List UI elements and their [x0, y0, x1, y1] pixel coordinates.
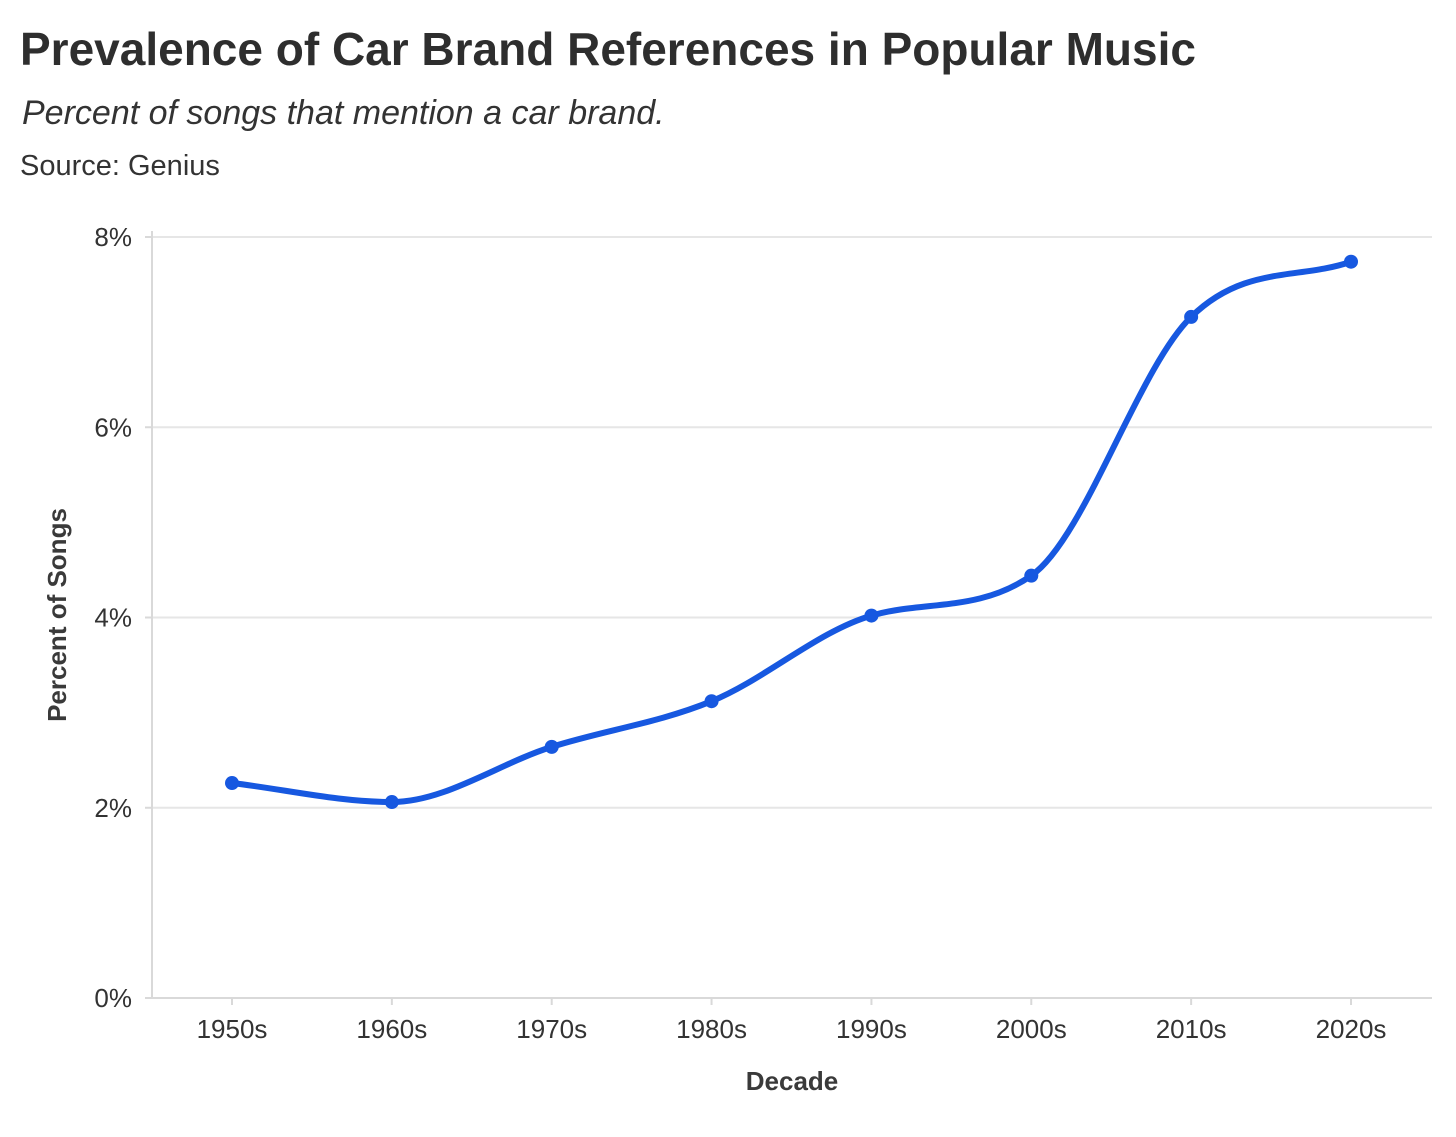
- data-point: [704, 694, 719, 709]
- y-tick-label: 0%: [94, 983, 132, 1013]
- chart-title: Prevalence of Car Brand References in Po…: [20, 23, 1196, 75]
- x-tick-label: 1970s: [516, 1014, 587, 1044]
- y-tick-label: 6%: [94, 412, 132, 442]
- data-point: [384, 795, 399, 810]
- data-point: [225, 776, 239, 791]
- x-tick-label: 1960s: [356, 1014, 427, 1044]
- data-point: [544, 739, 559, 754]
- chart-subtitle: Percent of songs that mention a car bran…: [22, 94, 665, 132]
- y-tick-label: 4%: [94, 603, 132, 633]
- x-tick-labels: 1950s 1960s 1970s 1980s 1990s 2000s 2010s 2020s: [197, 1014, 1387, 1044]
- y-tick-label: 2%: [94, 793, 132, 823]
- data-point: [864, 608, 879, 623]
- x-tick-label: 2010s: [1156, 1014, 1227, 1044]
- data-point: [1344, 254, 1358, 269]
- y-tick-label: 8%: [94, 222, 132, 252]
- y-axis-title: Percent of Songs: [42, 508, 72, 722]
- data-point: [1184, 309, 1199, 324]
- grid-lines: [152, 236, 1432, 809]
- x-axis-title: Decade: [746, 1066, 839, 1096]
- series-group: [225, 254, 1358, 810]
- x-tick-label: 1950s: [197, 1014, 268, 1044]
- x-tick-label: 2000s: [996, 1014, 1067, 1044]
- y-tick-labels: 0% 2% 4% 6% 8%: [94, 222, 132, 1013]
- x-tick-label: 1990s: [836, 1014, 907, 1044]
- data-point: [1024, 568, 1039, 583]
- series-line: [229, 258, 1354, 806]
- chart-source: Source: Genius: [20, 150, 220, 182]
- axes: [145, 231, 1432, 1005]
- x-tick-label: 1980s: [676, 1014, 747, 1044]
- x-tick-label: 2020s: [1316, 1014, 1387, 1044]
